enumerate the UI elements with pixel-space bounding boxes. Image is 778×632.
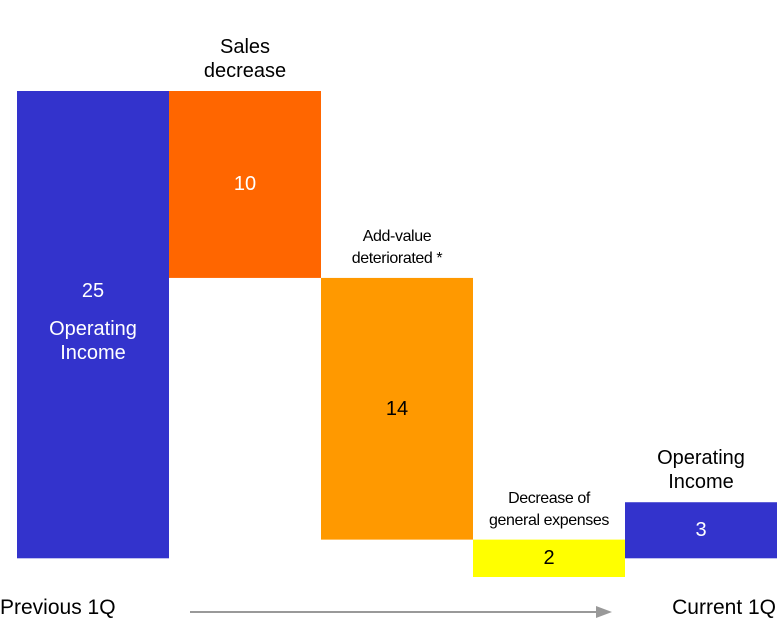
value-label: 25 (81, 279, 105, 302)
bar (321, 277, 473, 540)
value-label: 10 (233, 173, 257, 196)
x-end-label: Current 1Q (672, 596, 776, 619)
value-label: 14 (385, 397, 409, 420)
bar (625, 502, 777, 559)
arrow-head (596, 606, 612, 618)
bar (169, 91, 321, 278)
value-label: 3 (695, 519, 707, 542)
category-label: Decrease of general expenses (489, 489, 609, 529)
bar (17, 91, 169, 559)
category-label: Operating Income (49, 317, 137, 364)
bar (473, 539, 625, 577)
category-label: Sales decrease (203, 36, 287, 82)
category-label: Add-value deteriorated * (351, 227, 443, 267)
x-start-label: Previous 1Q (0, 596, 116, 619)
category-label: Operating Income (657, 447, 745, 494)
value-label: 2 (543, 547, 555, 570)
